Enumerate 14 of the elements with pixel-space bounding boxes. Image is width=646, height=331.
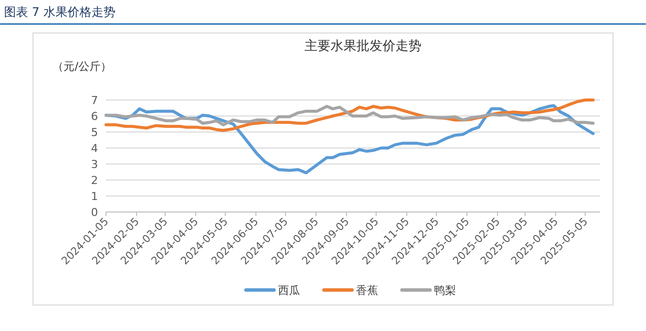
y-tick-label: 0 [91,206,98,219]
title: 主要水果批发价走势 [304,39,422,54]
ylabel: （元/公斤） [52,60,112,73]
y-tick-label: 6 [91,110,98,123]
y-tick-label: 5 [91,126,98,139]
y-tick-label: 3 [91,158,98,171]
legend-label: 西瓜 [278,284,300,297]
y-tick-label: 4 [91,142,98,155]
y-tick-label: 2 [91,174,98,187]
legend-label: 鸭梨 [434,284,456,297]
legend-label: 香蕉 [356,284,378,297]
y-tick-label: 1 [91,190,98,203]
annotation: 图表 7 水果价格走势 [4,5,116,19]
y-tick-label: 7 [91,94,98,107]
